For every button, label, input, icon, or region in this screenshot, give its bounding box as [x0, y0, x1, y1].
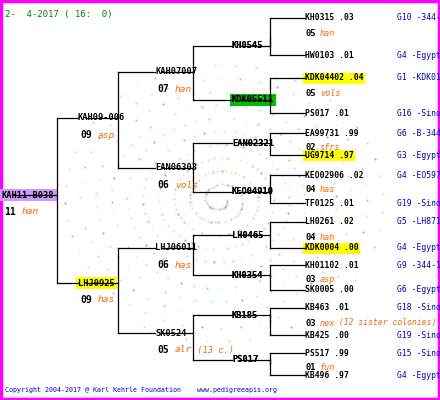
Text: KDK05511: KDK05511	[232, 96, 274, 104]
Text: vols: vols	[175, 180, 198, 190]
FancyBboxPatch shape	[303, 150, 355, 160]
Text: SK0005 .00: SK0005 .00	[305, 286, 354, 294]
Text: 09: 09	[80, 295, 92, 305]
Text: PS017: PS017	[232, 356, 258, 364]
Text: SK0524: SK0524	[155, 328, 187, 338]
FancyBboxPatch shape	[230, 94, 276, 106]
Text: TF0125 .01: TF0125 .01	[305, 198, 354, 208]
Text: 06: 06	[157, 180, 169, 190]
Text: alr: alr	[175, 346, 192, 354]
Text: KH01102 .01: KH01102 .01	[305, 260, 359, 270]
Text: 06: 06	[157, 260, 169, 270]
Text: has: has	[175, 260, 192, 270]
Text: KB463 .01: KB463 .01	[305, 304, 349, 312]
FancyBboxPatch shape	[230, 94, 276, 106]
Text: PS517 .99: PS517 .99	[305, 348, 349, 358]
Text: sfrs: sfrs	[320, 144, 341, 152]
Text: G19 -Sinop62R: G19 -Sinop62R	[397, 198, 440, 208]
Text: asp: asp	[320, 276, 335, 284]
Text: KDK04402 .04: KDK04402 .04	[305, 74, 363, 82]
Text: KEO04910: KEO04910	[232, 188, 274, 196]
Text: G5 -LH8711: G5 -LH8711	[397, 218, 440, 226]
Text: 01: 01	[305, 364, 315, 372]
Text: EAN02321: EAN02321	[232, 138, 274, 148]
Text: KDK0004 .00: KDK0004 .00	[305, 244, 359, 252]
Text: vols: vols	[320, 88, 341, 98]
Text: G4 -Egypt94-1R: G4 -Egypt94-1R	[397, 244, 440, 252]
Text: KEO04910: KEO04910	[232, 188, 274, 196]
Text: 02: 02	[305, 144, 315, 152]
Text: UG9714 .97: UG9714 .97	[305, 150, 354, 160]
Text: G1 -KDK0103: G1 -KDK0103	[397, 74, 440, 82]
Text: han: han	[320, 28, 335, 38]
Text: 11: 11	[4, 207, 16, 217]
Text: 04: 04	[305, 186, 315, 194]
Text: han: han	[320, 232, 335, 242]
Text: KAH11-B038: KAH11-B038	[2, 190, 55, 200]
Text: has: has	[320, 186, 335, 194]
Text: KEO02906 .02: KEO02906 .02	[305, 170, 363, 180]
Text: G18 -Sinop62R: G18 -Sinop62R	[397, 304, 440, 312]
Text: KH0315 .03: KH0315 .03	[305, 14, 354, 22]
Text: G4 -Egypt94-2R: G4 -Egypt94-2R	[397, 370, 440, 380]
Text: G15 -Sinop72R: G15 -Sinop72R	[397, 348, 440, 358]
Text: LH0465: LH0465	[232, 230, 264, 240]
FancyBboxPatch shape	[303, 242, 360, 254]
Text: Copyright 2004-2017 @ Karl Kehrle Foundation    www.pedigreeapis.org: Copyright 2004-2017 @ Karl Kehrle Founda…	[5, 387, 277, 393]
Text: KB496 .97: KB496 .97	[305, 370, 349, 380]
Text: KAH07007: KAH07007	[155, 68, 197, 76]
Text: 03: 03	[305, 276, 315, 284]
FancyBboxPatch shape	[76, 277, 117, 289]
FancyBboxPatch shape	[0, 189, 57, 201]
Text: G16 -Sinop72R: G16 -Sinop72R	[397, 108, 440, 118]
Text: KB425 .00: KB425 .00	[305, 330, 349, 340]
Text: 07: 07	[157, 84, 169, 94]
Text: G4 -EO597: G4 -EO597	[397, 170, 440, 180]
Text: 2-  4-2017 ( 16:  0): 2- 4-2017 ( 16: 0)	[5, 10, 113, 19]
Text: LH0465: LH0465	[232, 230, 264, 240]
FancyBboxPatch shape	[303, 72, 365, 84]
Text: 05: 05	[305, 28, 315, 38]
Text: 03: 03	[305, 318, 315, 328]
Text: 09: 09	[80, 130, 92, 140]
Text: LHJ0925: LHJ0925	[78, 278, 115, 288]
Text: G10 -344-13: G10 -344-13	[397, 14, 440, 22]
Text: G19 -Sinop62R: G19 -Sinop62R	[397, 330, 440, 340]
Text: HW0103 .01: HW0103 .01	[305, 50, 354, 60]
Text: han: han	[22, 208, 39, 216]
Text: KDK05511: KDK05511	[232, 96, 274, 104]
Text: has: has	[98, 296, 115, 304]
Text: KAH09-006: KAH09-006	[78, 114, 125, 122]
Text: 04: 04	[305, 232, 315, 242]
Text: EAN02321: EAN02321	[232, 138, 274, 148]
Text: PS017: PS017	[232, 356, 258, 364]
Text: LHJ06011: LHJ06011	[155, 244, 197, 252]
Text: (13 c.): (13 c.)	[191, 346, 234, 354]
Text: LH0261 .02: LH0261 .02	[305, 218, 354, 226]
Text: G9 -344-13: G9 -344-13	[397, 260, 440, 270]
Text: G6 -Egypt94-1R: G6 -Egypt94-1R	[397, 286, 440, 294]
Text: KB185: KB185	[232, 310, 258, 320]
Text: (12 sister colonies): (12 sister colonies)	[334, 318, 436, 328]
Text: G4 -Egypt94-1R: G4 -Egypt94-1R	[397, 50, 440, 60]
Text: G3 -Egypt94-1R: G3 -Egypt94-1R	[397, 150, 440, 160]
Text: nex: nex	[320, 318, 335, 328]
Text: KH0354: KH0354	[232, 270, 264, 280]
Text: 05: 05	[157, 345, 169, 355]
Text: han: han	[175, 84, 192, 94]
Text: asp: asp	[98, 130, 115, 140]
Text: G6 -B-344?: G6 -B-344?	[397, 128, 440, 138]
Text: EA99731 .99: EA99731 .99	[305, 128, 359, 138]
Text: KH0354: KH0354	[232, 270, 264, 280]
Text: KH0545: KH0545	[232, 42, 264, 50]
Text: KH0545: KH0545	[232, 42, 264, 50]
Text: PS017 .01: PS017 .01	[305, 108, 349, 118]
Text: EAN06303: EAN06303	[155, 164, 197, 172]
Text: fun: fun	[320, 364, 335, 372]
Text: 05: 05	[305, 88, 315, 98]
Text: KB185: KB185	[232, 310, 258, 320]
